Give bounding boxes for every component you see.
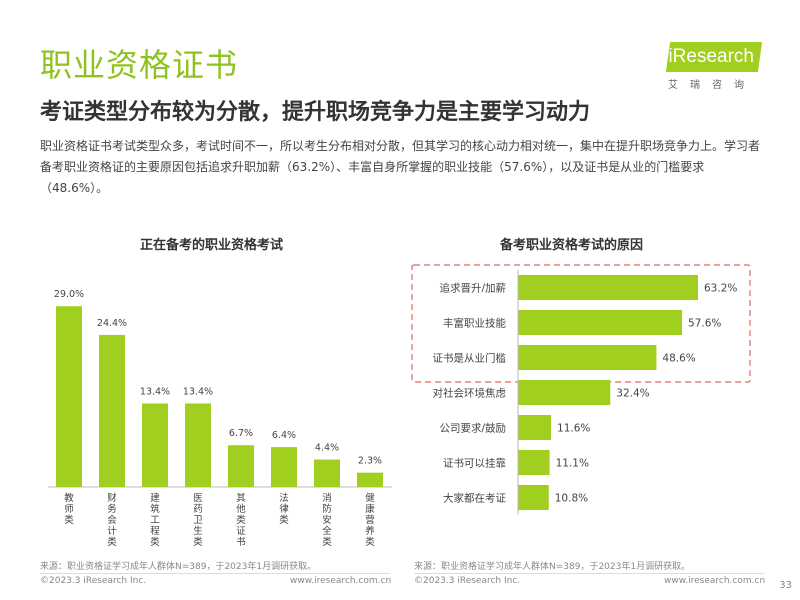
right-bar-value-label: 32.4%: [616, 388, 649, 400]
left-bar-value-label: 2.3%: [358, 456, 382, 467]
left-category-char: 消: [322, 492, 332, 504]
left-category-char: 师: [64, 503, 74, 515]
right-bar: [518, 275, 698, 300]
left-category-char: 健: [365, 492, 375, 504]
left-category-char: 法: [279, 492, 289, 504]
left-category-char: 工: [150, 515, 160, 526]
right-bar: [518, 415, 552, 440]
left-category-char: 类: [236, 514, 246, 526]
right-bar: [518, 380, 611, 405]
summary-paragraph: 职业资格证书考试类型众多，考试时间不一，所以考生分布相对分散，但其学习的核心动力…: [40, 139, 761, 195]
left-source-note: 来源：职业资格证学习成年人群体N=389，于2023年1月调研获取。: [40, 562, 317, 572]
right-bar-value-label: 11.1%: [556, 458, 589, 470]
left-category-char: 卫: [193, 515, 203, 526]
left-bar: [228, 445, 254, 487]
right-bar-value-label: 57.6%: [688, 318, 721, 330]
right-copyright: ©2023.3 iResearch Inc.: [414, 576, 521, 586]
right-bar-value-label: 10.8%: [555, 493, 588, 505]
left-category-char: 类: [150, 536, 160, 548]
left-category-char: 建: [150, 492, 160, 504]
right-category-label: 公司要求/鼓励: [439, 422, 506, 435]
left-category-char: 类: [107, 536, 117, 548]
left-url: www.iresearch.com.cn: [290, 576, 392, 586]
left-category-char: 康: [365, 503, 375, 515]
right-bar: [518, 345, 657, 370]
page-number: 33: [779, 580, 792, 591]
left-bar: [314, 459, 340, 487]
highlight-box: [411, 264, 751, 383]
left-bar: [142, 403, 168, 487]
left-bar-value-label: 6.7%: [229, 428, 253, 439]
left-category-char: 养: [365, 525, 375, 537]
left-category-char: 营: [365, 514, 375, 526]
left-footer-divider: [40, 573, 390, 574]
left-category-char: 类: [279, 514, 289, 526]
left-bar-value-label: 13.4%: [140, 386, 170, 397]
left-category-char: 程: [150, 526, 160, 537]
right-footer-divider: [414, 573, 764, 574]
left-category-char: 书: [236, 537, 246, 548]
page-subtitle: 考证类型分布较为分散，提升职场竞争力是主要学习动力: [40, 100, 591, 125]
left-bar-value-label: 24.4%: [97, 318, 127, 329]
right-category-label: 对社会环境焦虑: [433, 387, 507, 400]
left-bar: [99, 334, 125, 487]
left-category-char: 教: [64, 492, 74, 504]
right-category-label: 证书可以挂靠: [443, 457, 506, 470]
right-url: www.iresearch.com.cn: [664, 576, 766, 586]
left-category-char: 务: [107, 503, 117, 515]
left-bar: [56, 306, 82, 487]
left-copyright: ©2023.3 iResearch Inc.: [40, 576, 147, 586]
iresearch-logo: iResearch 艾瑞咨询: [662, 42, 763, 92]
left-category-char: 筑: [150, 503, 160, 515]
left-category-char: 生: [193, 525, 203, 537]
right-category-label: 证书是从业门槛: [433, 352, 507, 365]
left-bar-value-label: 13.4%: [183, 386, 213, 397]
left-category-char: 他: [236, 503, 246, 515]
logo-text: iResearch: [668, 46, 754, 67]
right-bar-value-label: 63.2%: [704, 283, 737, 295]
logo-cn-text: 艾瑞咨询: [668, 80, 756, 91]
left-bar-value-label: 6.4%: [272, 430, 296, 441]
right-bar: [518, 310, 683, 335]
left-bar: [185, 403, 211, 487]
left-category-char: 证: [236, 526, 246, 537]
left-category-char: 其: [236, 493, 246, 504]
left-category-char: 类: [193, 536, 203, 548]
page-title: 职业资格证书: [40, 46, 239, 84]
right-category-label: 丰富职业技能: [443, 317, 506, 330]
left-category-char: 医: [193, 493, 203, 504]
right-source-note: 来源：职业资格证学习成年人群体N=389，于2023年1月调研获取。: [414, 562, 691, 572]
right-category-label: 追求晋升/加薪: [439, 282, 506, 295]
left-category-char: 律: [279, 503, 289, 515]
right-bar-value-label: 48.6%: [662, 353, 695, 365]
right-bar-value-label: 11.6%: [557, 423, 590, 435]
left-category-char: 类: [365, 536, 375, 548]
left-chart-title: 正在备考的职业资格考试: [140, 238, 284, 253]
left-category-char: 安: [322, 514, 332, 526]
right-bar: [518, 450, 550, 475]
left-category-char: 计: [107, 525, 117, 537]
right-bar: [518, 485, 549, 510]
left-category-char: 财: [107, 492, 117, 504]
left-bar: [271, 447, 297, 487]
left-category-char: 会: [107, 514, 117, 526]
left-category-char: 药: [193, 504, 203, 515]
left-bar: [357, 472, 383, 487]
left-bar-value-label: 29.0%: [54, 289, 84, 300]
left-category-char: 类: [64, 514, 74, 526]
left-category-char: 全: [322, 525, 332, 537]
right-chart-title: 备考职业资格考试的原因: [500, 238, 644, 253]
left-category-char: 防: [322, 503, 332, 515]
right-category-label: 大家都在考证: [443, 492, 506, 505]
left-bar-value-label: 4.4%: [315, 443, 339, 454]
left-category-char: 类: [322, 536, 332, 548]
